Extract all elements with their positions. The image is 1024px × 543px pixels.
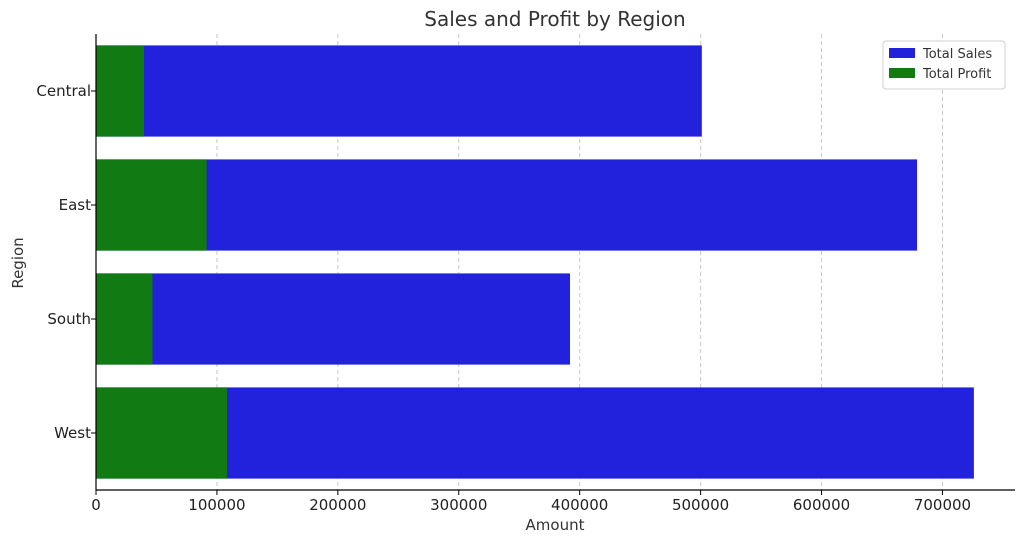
legend-label-sales: Total Sales	[922, 47, 992, 62]
x-tick-label: 600000	[793, 496, 850, 514]
y-tick-label-west: West	[54, 424, 91, 442]
legend: Total Sales Total Profit	[882, 40, 1006, 90]
x-tick-label: 200000	[309, 496, 366, 514]
x-axis-label: Amount	[526, 516, 585, 534]
y-tick-label-east: East	[59, 196, 91, 214]
x-tick-label: 400000	[551, 496, 608, 514]
y-axis-label: Region	[9, 237, 27, 288]
sales-bar-east	[96, 159, 918, 251]
sales-bar-west	[96, 387, 974, 479]
y-tick-label-south: South	[47, 310, 91, 328]
x-tick-label: 500000	[672, 496, 729, 514]
profit-bar-south	[96, 273, 153, 365]
sales-bar-central	[96, 45, 702, 137]
x-tick-label: 300000	[430, 496, 487, 514]
x-tick-label: 700000	[914, 496, 971, 514]
sales-bar-south	[96, 273, 571, 365]
y-tick-label-central: Central	[36, 82, 91, 100]
legend-swatch-sales	[889, 48, 915, 58]
profit-bar-west	[96, 387, 228, 479]
bars	[96, 45, 974, 479]
x-tick-label: 0	[91, 496, 101, 514]
chart-title: Sales and Profit by Region	[424, 7, 685, 31]
profit-bar-central	[96, 45, 145, 137]
axes: 0 100000 200000 300000 400000 500000 600000 700…	[36, 34, 1015, 514]
legend-swatch-profit	[889, 68, 915, 78]
legend-label-profit: Total Profit	[922, 67, 991, 82]
profit-bar-east	[96, 159, 207, 251]
x-tick-label: 100000	[188, 496, 245, 514]
